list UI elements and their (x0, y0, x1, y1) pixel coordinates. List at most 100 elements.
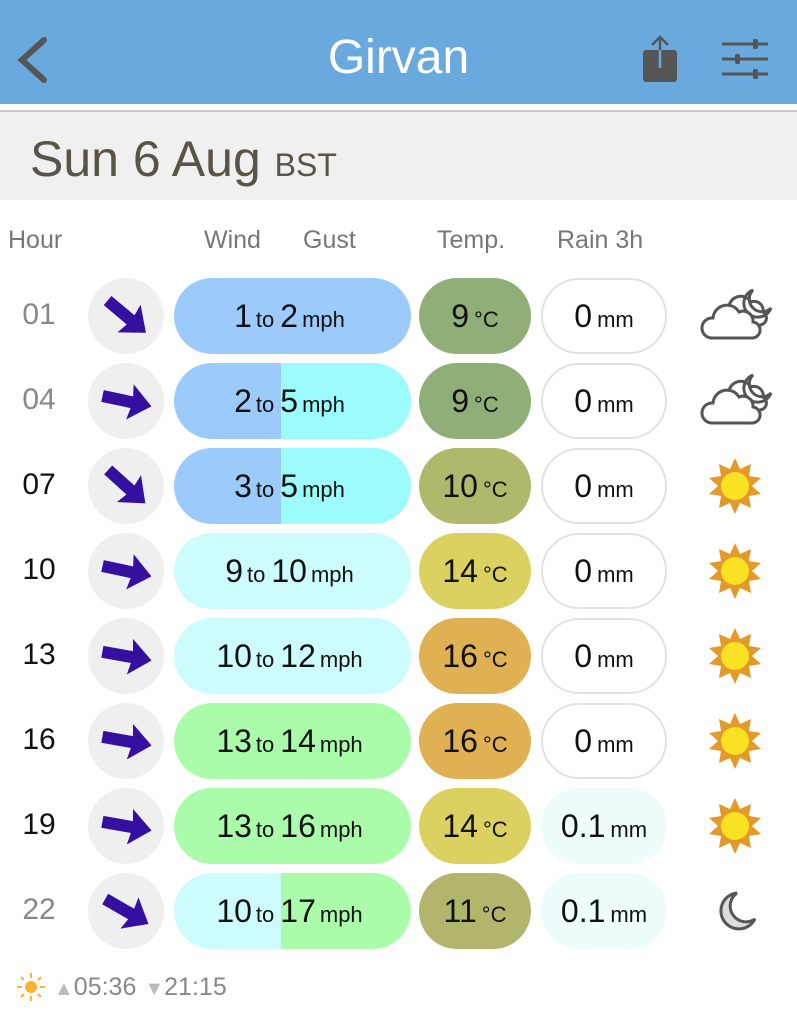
forecast-row[interactable]: 04 2 to 5 mph 9 °C 0 mm (0, 363, 797, 439)
wind-direction (88, 703, 164, 779)
gust-speed: 10 (271, 552, 307, 589)
rain-amount: 0 (574, 467, 593, 504)
temperature: 14 (442, 807, 478, 844)
wind-direction (88, 873, 164, 949)
rain-pill: 0.1 mm (541, 873, 667, 949)
temp-unit: °C (482, 562, 508, 587)
wind-arrow-icon (101, 808, 152, 845)
wind-pill: 3 to 5 mph (174, 448, 411, 524)
sun-icon (709, 458, 761, 514)
rain-amount: 0.1 (560, 892, 606, 929)
rain-amount: 0 (574, 382, 593, 419)
column-header-rain: Rain 3h (557, 226, 644, 254)
wind-unit: mph (302, 392, 345, 417)
forecast-row[interactable]: 10 9 to 10 mph 14 °C 0 mm (0, 533, 797, 609)
rain-unit: mm (597, 307, 634, 332)
temperature: 16 (442, 722, 478, 759)
wind-direction (88, 448, 164, 524)
hour-label: 10 (22, 553, 56, 586)
forecast-row[interactable]: 07 3 to 5 mph 10 °C 0 mm (0, 448, 797, 524)
cloud-moon-icon (700, 373, 773, 425)
chevron-left-icon[interactable] (14, 36, 54, 84)
temperature: 9 (451, 297, 470, 334)
rain-amount: 0 (574, 637, 593, 674)
sun-icon (709, 628, 761, 684)
wind-arrow-icon (101, 638, 152, 675)
gust-speed: 16 (280, 807, 316, 844)
to-label: to (255, 732, 275, 757)
rain-unit: mm (597, 392, 634, 417)
sunrise-icon: ▲ (54, 977, 74, 1000)
wind-pill: 13 to 16 mph (174, 788, 411, 864)
temp-unit: °C (482, 477, 508, 502)
moon-icon (719, 891, 757, 931)
hour-label: 22 (22, 893, 56, 926)
header-bar: Girvan (0, 0, 797, 104)
rain-unit: mm (610, 902, 648, 927)
temperature: 11 (443, 892, 477, 929)
rain-unit: mm (597, 477, 634, 502)
wind-unit: mph (319, 902, 363, 927)
wind-unit: mph (319, 647, 363, 672)
rain-pill: 0 mm (541, 448, 667, 524)
rain-amount: 0 (574, 722, 593, 759)
sliders-icon[interactable] (720, 38, 770, 80)
to-label: to (255, 307, 275, 332)
date-header: Sun 6 Aug BST (0, 112, 797, 200)
sunset-icon: ▼ (144, 977, 165, 1000)
temp-pill: 14 °C (419, 533, 531, 609)
rain-unit: mm (597, 647, 634, 672)
forecast-row[interactable]: 22 10 to 17 mph 11 °C 0.1 mm (0, 873, 797, 949)
forecast-row[interactable]: 16 13 to 14 mph 16 °C 0 mm (0, 703, 797, 779)
sun-icon (709, 798, 761, 854)
rain-amount: 0 (574, 297, 593, 334)
temp-pill: 11 °C (419, 873, 531, 949)
to-label: to (255, 392, 275, 417)
wind-unit: mph (302, 307, 345, 332)
hour-label: 01 (22, 298, 56, 331)
temp-pill: 9 °C (419, 278, 531, 354)
wind-speed: 13 (216, 722, 252, 759)
rain-pill: 0 mm (541, 703, 667, 779)
wind-speed: 13 (216, 807, 252, 844)
wind-arrow-icon (104, 465, 146, 504)
rain-unit: mm (597, 562, 634, 587)
sun-times: ▲05:36 ▼21:15 (16, 972, 227, 1002)
share-icon[interactable] (640, 34, 680, 84)
column-header-wind: Wind (204, 226, 261, 254)
temp-pill: 14 °C (419, 788, 531, 864)
hour-label: 19 (22, 808, 56, 841)
wind-unit: mph (319, 817, 363, 842)
forecast-row[interactable]: 01 1 to 2 mph 9 °C 0 mm (0, 278, 797, 354)
forecast-row[interactable]: 13 10 to 12 mph 16 °C 0 mm (0, 618, 797, 694)
wind-unit: mph (319, 732, 363, 757)
gust-speed: 17 (280, 892, 316, 929)
wind-direction (88, 363, 164, 439)
temp-unit: °C (482, 817, 508, 842)
to-label: to (255, 902, 275, 927)
cloud-moon-icon (700, 288, 773, 340)
wind-arrow-icon (101, 723, 152, 760)
hour-label: 04 (22, 383, 56, 416)
column-header-gust: Gust (303, 226, 356, 254)
gust-speed: 5 (280, 467, 299, 504)
divider (0, 104, 797, 112)
to-label: to (247, 562, 266, 587)
forecast-row[interactable]: 19 13 to 16 mph 14 °C 0.1 mm (0, 788, 797, 864)
temp-pill: 16 °C (419, 703, 531, 779)
hour-label: 16 (22, 723, 56, 756)
wind-direction (88, 788, 164, 864)
gust-speed: 12 (280, 637, 316, 674)
sun-icon (709, 543, 761, 599)
timezone-label: BST (274, 147, 337, 183)
wind-arrow-icon (102, 893, 149, 929)
wind-speed: 2 (234, 382, 252, 419)
to-label: to (255, 477, 275, 502)
temperature: 10 (442, 467, 478, 504)
to-label: to (255, 647, 275, 672)
temperature: 16 (442, 637, 478, 674)
rain-unit: mm (597, 732, 634, 757)
wind-unit: mph (310, 562, 354, 587)
temp-unit: °C (474, 392, 499, 417)
temp-unit: °C (474, 307, 499, 332)
